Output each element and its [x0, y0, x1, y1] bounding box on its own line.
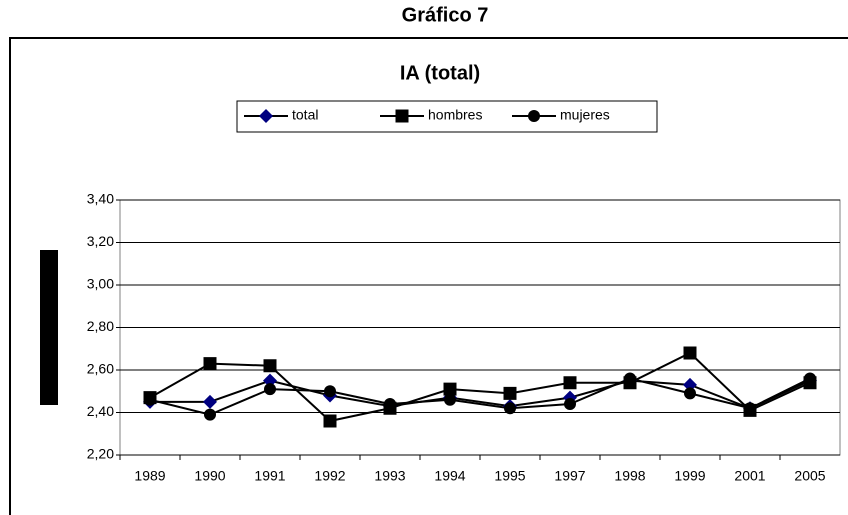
y-tick-label: 3,00: [87, 276, 114, 292]
marker: [443, 382, 457, 396]
marker: [528, 110, 540, 122]
legend-label: mujeres: [560, 107, 610, 123]
x-tick-label: 1989: [134, 468, 165, 484]
x-tick-label: 1999: [674, 468, 705, 484]
marker: [624, 372, 636, 385]
series-line: [149, 377, 811, 416]
x-tick-label: 1992: [314, 468, 345, 484]
x-tick-label: 2001: [734, 468, 765, 484]
y-tick-label: 3,20: [87, 233, 114, 249]
legend-label: hombres: [428, 107, 482, 123]
marker: [259, 109, 273, 123]
marker: [324, 385, 336, 398]
y-tick-label: 2,60: [87, 361, 114, 377]
marker: [444, 393, 456, 406]
x-tick-label: 1991: [254, 468, 285, 484]
y-tick-label: 2,40: [87, 403, 114, 419]
marker: [264, 383, 276, 396]
x-tick-label: 1997: [554, 468, 585, 484]
marker: [504, 402, 516, 415]
x-tick-label: 1994: [434, 468, 465, 484]
series-line: [150, 379, 811, 410]
series-line: [149, 351, 811, 423]
marker: [683, 377, 697, 392]
x-tick-label: 1998: [614, 468, 645, 484]
marker: [203, 357, 217, 371]
y-tick-label: 3,40: [87, 191, 114, 207]
marker: [384, 398, 396, 410]
marker: [564, 398, 576, 410]
marker: [683, 346, 697, 360]
axis-label-block: [40, 250, 58, 405]
legend-label: total: [292, 107, 318, 123]
x-tick-label: 1993: [374, 468, 405, 484]
marker: [263, 359, 277, 373]
y-tick-label: 2,20: [87, 446, 114, 462]
x-tick-label: 1995: [494, 468, 525, 484]
marker: [323, 414, 337, 428]
chart-frame: [9, 37, 848, 515]
x-tick-label: 1990: [194, 468, 225, 484]
marker: [203, 394, 217, 409]
marker: [144, 393, 156, 406]
legend: [236, 100, 658, 133]
marker: [503, 386, 517, 400]
page-title: Gráfico 7: [402, 4, 489, 26]
marker: [395, 109, 409, 123]
marker: [684, 387, 696, 400]
marker: [744, 402, 756, 415]
marker: [263, 373, 277, 388]
marker: [563, 376, 577, 390]
marker: [204, 408, 216, 421]
y-tick-label: 2,80: [87, 318, 114, 334]
chart-title: IA (total): [400, 62, 480, 84]
marker: [804, 372, 816, 385]
x-tick-label: 2005: [794, 468, 825, 484]
